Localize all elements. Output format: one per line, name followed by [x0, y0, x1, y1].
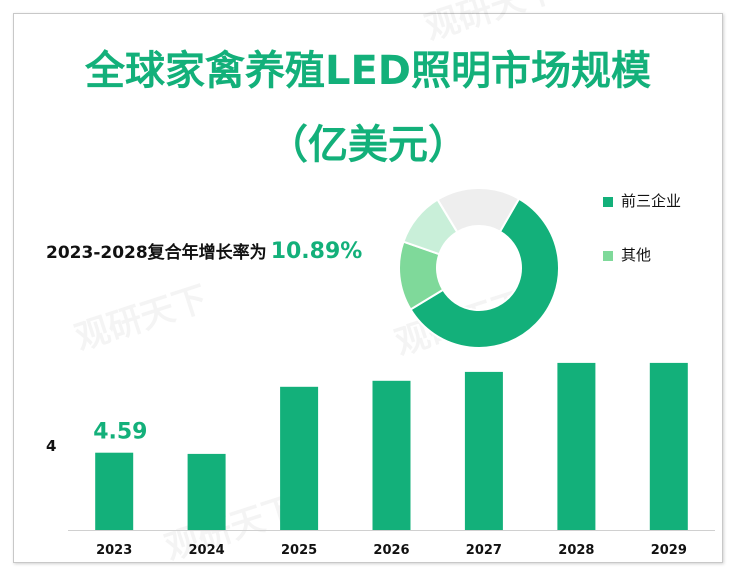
chart-title-line2: （亿美元） — [268, 122, 468, 168]
chart-title-line1: 全球家禽养殖LED照明市场规模 — [84, 48, 651, 94]
bar-2023 — [95, 452, 134, 530]
bar-labels: 2023 2024 2025 2026 2027 2028 2029 4.59 — [93, 420, 687, 558]
bar-data-label: 4.59 — [93, 420, 147, 445]
cagr-label: 2023-2028复合年增长率为 — [46, 243, 267, 263]
bar-2029 — [649, 362, 688, 530]
legend-label-top3: 前三企业 — [621, 192, 682, 210]
bar-2026 — [372, 380, 411, 530]
x-tick-label: 2026 — [373, 543, 409, 558]
donut-slice — [436, 187, 521, 234]
cagr-value: 10.89% — [270, 239, 363, 264]
x-tick-label: 2027 — [466, 543, 502, 558]
legend-swatch-other — [603, 250, 613, 261]
bar-2024 — [187, 453, 226, 530]
x-tick-label: 2023 — [96, 543, 132, 558]
legend-item-other: 其他 — [603, 244, 651, 265]
x-tick-label: 2028 — [558, 543, 594, 558]
cagr-text: 2023-2028复合年增长率为 10.89% — [46, 238, 362, 264]
x-tick-label: 2024 — [189, 543, 225, 558]
legend-swatch-top3 — [603, 196, 613, 207]
bar-2028 — [557, 362, 596, 530]
bar-chart — [68, 362, 715, 531]
bar-2025 — [280, 386, 319, 530]
donut-chart — [398, 187, 560, 349]
donut-slice — [409, 197, 560, 349]
legend-item-top3: 前三企业 — [603, 190, 681, 211]
x-tick-label: 2025 — [281, 543, 317, 558]
x-tick-label: 2029 — [651, 543, 687, 558]
bar-2027 — [464, 371, 503, 530]
y-axis-tick-label: 4 — [46, 437, 57, 455]
legend-label-other: 其他 — [621, 246, 652, 264]
